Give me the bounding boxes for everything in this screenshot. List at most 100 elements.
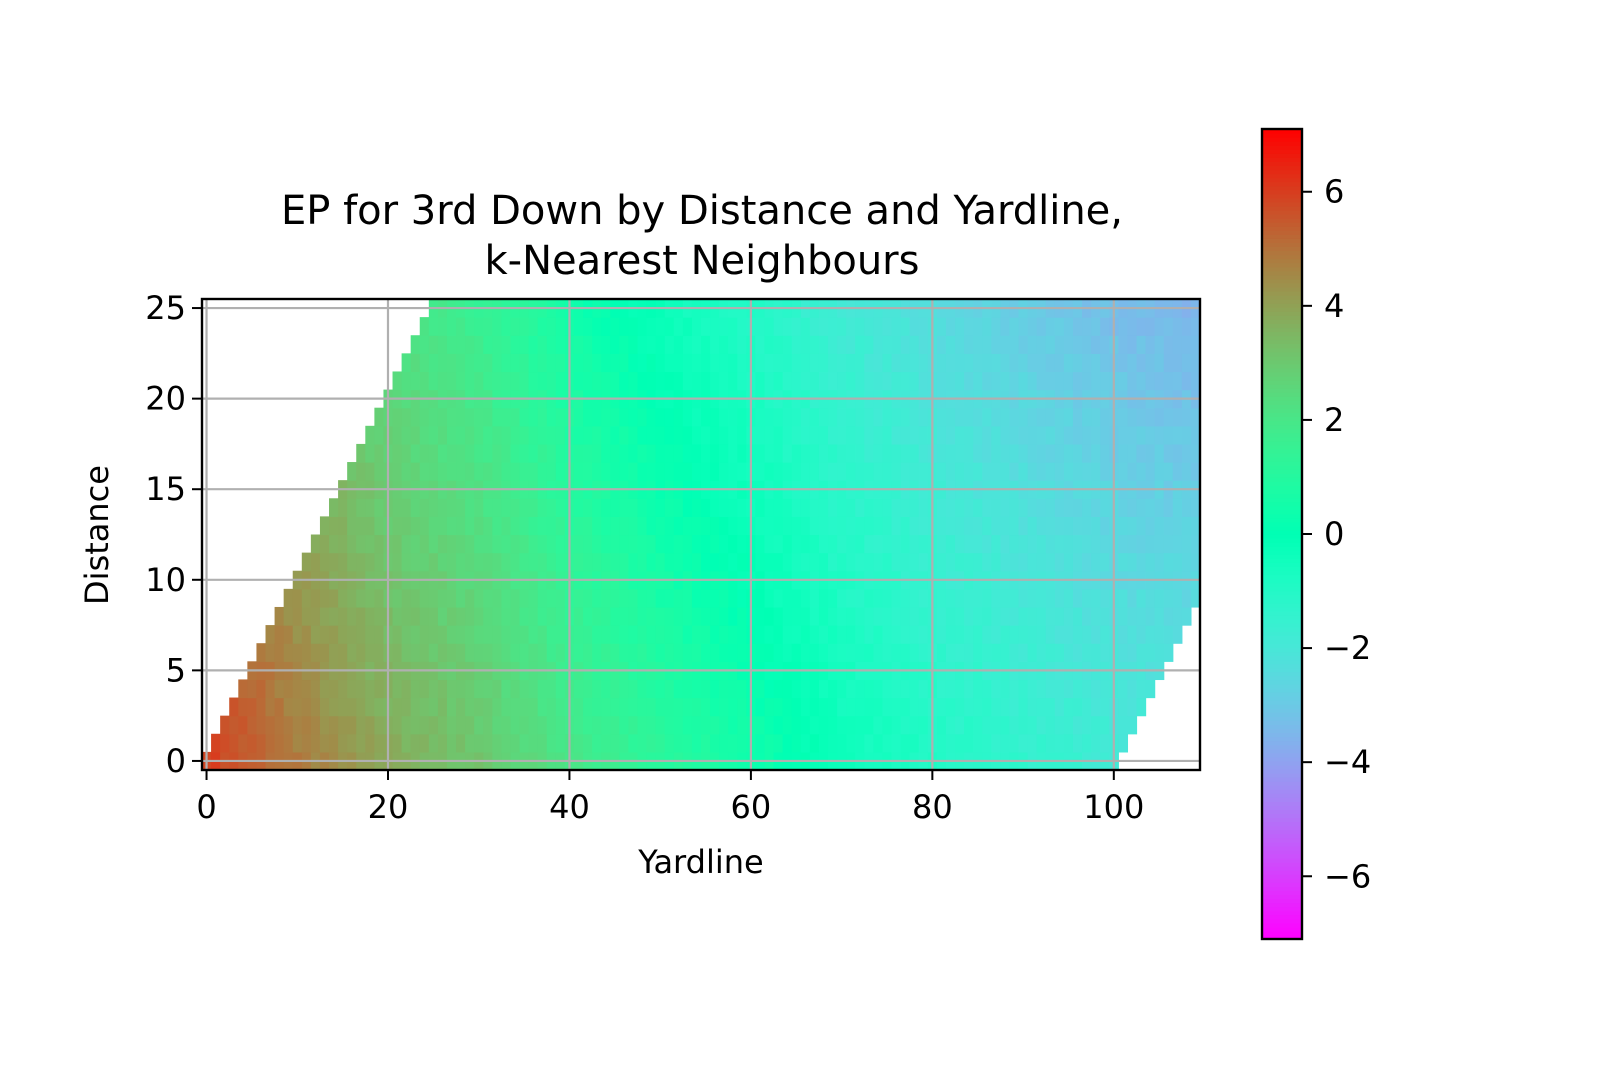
heatmap-cell <box>782 715 793 735</box>
heatmap-cell <box>1172 606 1183 626</box>
heatmap-cell <box>601 643 611 662</box>
heatmap-cell <box>818 516 829 536</box>
heatmap-cell <box>329 606 339 626</box>
heatmap-cell <box>555 715 566 735</box>
colorbar-segment <box>1262 683 1302 689</box>
colorbar-segment <box>1262 663 1302 669</box>
heatmap-cell <box>356 462 366 481</box>
heatmap-cell <box>537 715 548 735</box>
heatmap-cell <box>347 462 357 481</box>
heatmap-cell <box>855 552 865 572</box>
heatmap-cell <box>828 498 838 517</box>
heatmap-cell <box>964 407 974 427</box>
heatmap-cell <box>628 353 639 373</box>
colorbar-segment <box>1262 764 1302 770</box>
heatmap-cell <box>755 679 766 699</box>
heatmap-cell <box>755 715 766 735</box>
heatmap-cell <box>1054 679 1065 699</box>
heatmap-cell <box>1027 462 1038 481</box>
heatmap-cell <box>900 317 911 336</box>
heatmap-cell <box>955 552 965 572</box>
heatmap-cell <box>846 643 856 662</box>
heatmap-cell <box>1036 697 1047 717</box>
heatmap-cell <box>347 715 357 735</box>
heatmap-cell <box>982 625 992 644</box>
heatmap-cell <box>265 733 276 753</box>
heatmap-cell <box>719 534 729 554</box>
heatmap-cell <box>701 425 711 445</box>
heatmap-cell <box>1172 534 1183 554</box>
heatmap-cell <box>873 443 884 463</box>
heatmap-cell <box>818 733 829 753</box>
heatmap-cell <box>891 643 902 662</box>
heatmap-cell <box>592 498 602 517</box>
heatmap-cell <box>837 317 847 336</box>
heatmap-cell <box>1027 697 1038 717</box>
heatmap-cell <box>900 625 911 644</box>
heatmap-cell <box>1000 733 1011 753</box>
heatmap-cell <box>755 425 766 445</box>
heatmap-cell <box>1082 335 1092 354</box>
heatmap-cell <box>1072 625 1083 644</box>
heatmap-cell <box>773 498 784 517</box>
heatmap-cell <box>583 679 593 699</box>
heatmap-cell <box>238 715 248 735</box>
heatmap-cell <box>710 534 720 554</box>
colorbar-segment <box>1262 837 1302 843</box>
colorbar-segment <box>1262 246 1302 252</box>
heatmap-cell <box>374 733 385 753</box>
heatmap-cell <box>737 733 747 753</box>
heatmap-cell <box>728 588 738 608</box>
heatmap-cell <box>918 335 929 354</box>
heatmap-cell <box>1181 606 1192 626</box>
heatmap-cell <box>628 498 639 517</box>
heatmap-cell <box>637 317 648 336</box>
heatmap-cell <box>1000 552 1011 572</box>
heatmap-cell <box>1082 697 1092 717</box>
heatmap-cell <box>1154 643 1165 662</box>
heatmap-cell <box>891 443 902 463</box>
heatmap-cell <box>973 679 983 699</box>
colorbar-segment <box>1262 497 1302 503</box>
heatmap-cell <box>900 715 911 735</box>
heatmap-cell <box>936 371 947 391</box>
heatmap-cell <box>673 715 684 735</box>
heatmap-cell <box>1009 425 1020 445</box>
heatmap-cell <box>1072 371 1083 391</box>
heatmap-cell <box>918 715 929 735</box>
heatmap-cell <box>655 625 666 644</box>
heatmap-cell <box>338 697 348 717</box>
colorbar-segment <box>1262 558 1302 563</box>
heatmap-cell <box>637 715 648 735</box>
heatmap-cell <box>1054 353 1065 373</box>
heatmap-cell <box>1145 317 1156 336</box>
heatmap-cell <box>918 353 929 373</box>
heatmap-cell <box>728 462 738 481</box>
heatmap-cell <box>828 335 838 354</box>
heatmap-cell <box>1091 462 1101 481</box>
heatmap-cell <box>800 498 811 517</box>
heatmap-cell <box>546 552 557 572</box>
colorbar-segment <box>1262 420 1302 426</box>
heatmap-cell <box>1118 407 1129 427</box>
heatmap-cell <box>701 679 711 699</box>
heatmap-cell <box>365 534 375 554</box>
heatmap-cell <box>655 588 666 608</box>
heatmap-cell <box>519 552 530 572</box>
heatmap-cell <box>955 715 965 735</box>
heatmap-cell <box>1154 498 1165 517</box>
heatmap-cell <box>1054 425 1065 445</box>
heatmap-cell <box>1100 534 1110 554</box>
heatmap-cell <box>301 697 312 717</box>
colorbar-segment <box>1262 704 1302 709</box>
heatmap-cell <box>1063 317 1074 336</box>
heatmap-cell <box>628 715 639 735</box>
heatmap-cell <box>1145 462 1156 481</box>
colorbar-tick-label: 0 <box>1324 515 1344 553</box>
heatmap-cell <box>1136 443 1147 463</box>
heatmap-cell <box>492 534 502 554</box>
colorbar-segment <box>1262 886 1302 891</box>
heatmap-cell <box>691 552 702 572</box>
heatmap-cell <box>555 625 566 644</box>
heatmap-cell <box>1036 353 1047 373</box>
